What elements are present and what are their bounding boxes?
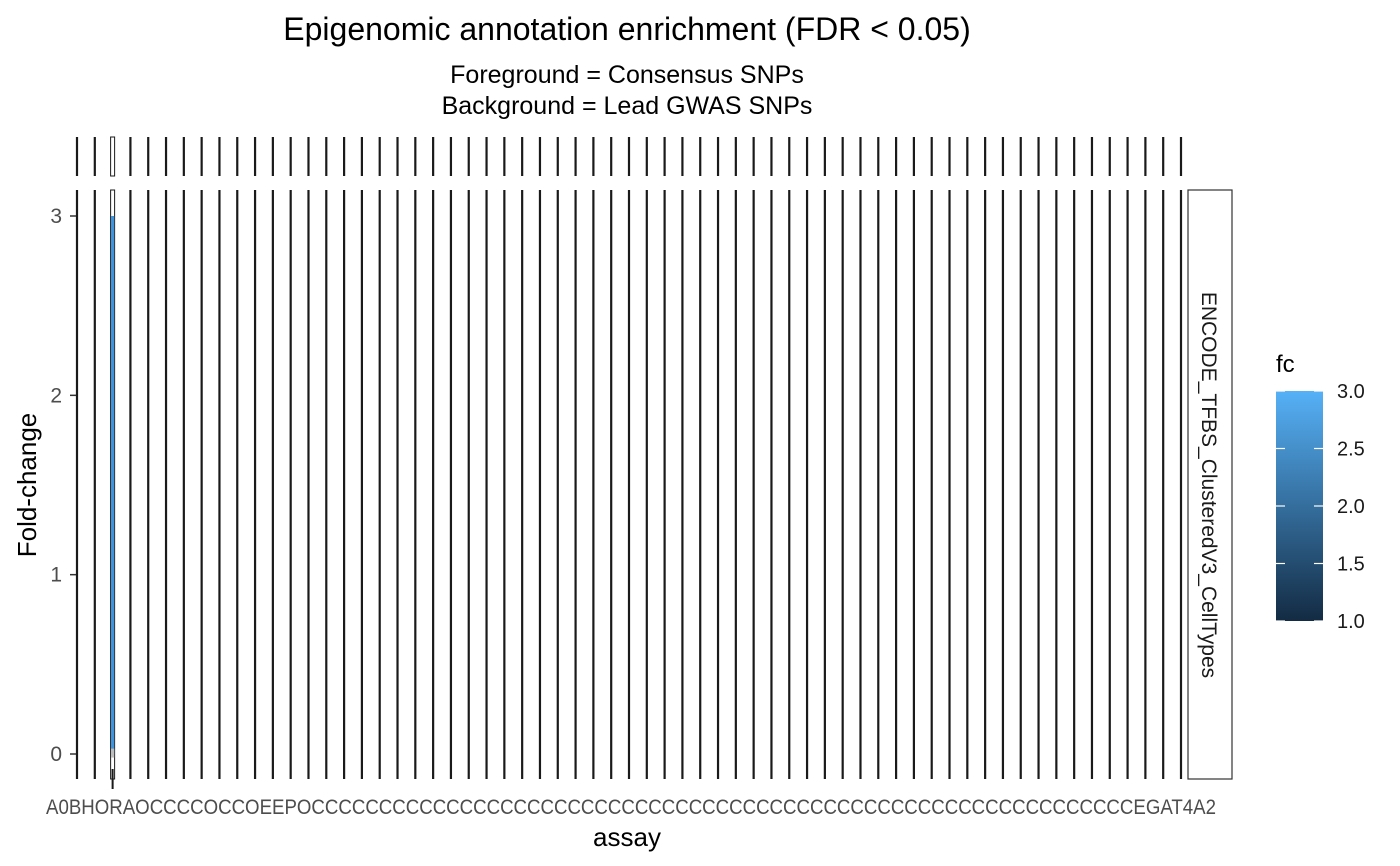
facet-strip-3	[110, 136, 116, 177]
x-tick-labels: A0BHORAOCCCCOCCOEEPOCCCCCCCCCCCCCCCCCCCC…	[46, 796, 1216, 819]
bar	[111, 216, 115, 754]
chart-title: Epigenomic annotation enrichment (FDR < …	[283, 11, 970, 47]
legend-tick-label: 1.0	[1337, 611, 1365, 633]
chart-subtitle-line-2: Background = Lead GWAS SNPs	[442, 92, 813, 120]
chart-subtitle-line-1: Foreground = Consensus SNPs	[450, 61, 804, 89]
y-tick-label: 1	[50, 564, 62, 587]
bar-base	[111, 748, 115, 758]
x-axis-title: assay	[593, 822, 661, 852]
legend: fc 1.0 1.5 2.0 2.5 3.0	[1276, 351, 1365, 633]
legend-ticks: 1.0 1.5 2.0 2.5 3.0	[1276, 381, 1365, 633]
y-axis: 0 1 2 3	[50, 205, 76, 766]
y-tick-label: 0	[50, 743, 62, 766]
y-tick-label: 3	[50, 205, 62, 228]
legend-tick-label: 2.5	[1337, 439, 1365, 461]
facet-strip-right	[1187, 189, 1233, 780]
y-tick-label: 2	[50, 384, 62, 407]
legend-tick-label: 2.0	[1337, 496, 1365, 518]
facet-strip-right-label: ENCODE_TFBS_ClusteredV3_CellTypes	[1197, 292, 1220, 678]
facet-panels	[75, 189, 1183, 789]
y-axis-title: Fold-change	[12, 413, 42, 558]
legend-title: fc	[1276, 351, 1295, 378]
facet-strips	[75, 136, 1183, 177]
legend-tick-label: 3.0	[1337, 381, 1365, 403]
legend-tick-label: 1.5	[1337, 554, 1365, 576]
